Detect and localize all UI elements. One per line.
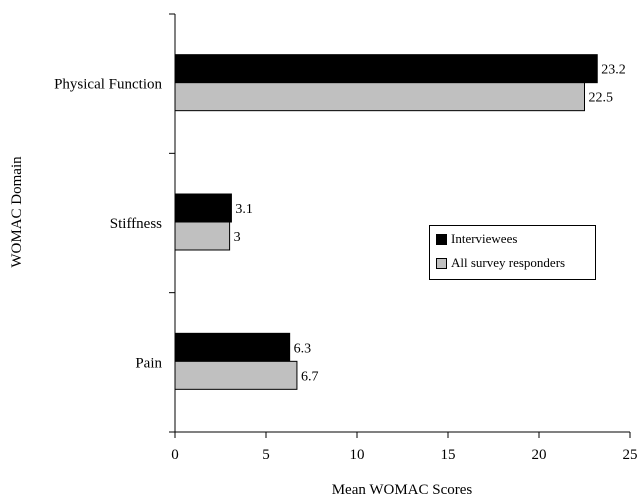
value-labels-layer: 23.2 22.5 3.1 3 6.3 6.7	[234, 63, 626, 385]
x-axis-title: Mean WOMAC Scores	[332, 482, 473, 498]
legend-swatch-all-survey-responders	[436, 257, 447, 269]
value-label-interviewees-pain: 6.3	[294, 341, 312, 356]
legend-label-interviewees: Interviewees	[451, 231, 518, 246]
y-axis-title: WOMAC Domain	[9, 156, 25, 268]
value-label-interviewees-physical-function: 23.2	[601, 63, 626, 78]
bar-all-survey-responders-physical-function	[174, 82, 585, 112]
x-tick-label-5: 5	[262, 447, 270, 463]
category-label-pain: Pain	[135, 355, 162, 371]
category-label-stiffness: Stiffness	[110, 216, 162, 232]
x-tick-label-15: 15	[441, 447, 456, 463]
axes-layer: Physical Function Stiffness Pain 0 5 10 15 20 25	[54, 13, 638, 463]
value-label-all-survey-responders-physical-function: 22.5	[589, 91, 614, 106]
legend: Interviewees All survey responders	[429, 225, 596, 280]
x-tick-label-25: 25	[623, 447, 638, 463]
bar-interviewees-pain	[174, 332, 291, 362]
value-label-all-survey-responders-stiffness: 3	[234, 230, 241, 245]
legend-swatch-interviewees	[436, 233, 447, 245]
bars-layer	[174, 54, 598, 390]
x-tick-label-20: 20	[532, 447, 547, 463]
legend-label-all-survey-responders: All survey responders	[451, 255, 566, 270]
bar-interviewees-physical-function	[174, 54, 598, 84]
value-label-interviewees-stiffness: 3.1	[235, 202, 253, 217]
bar-all-survey-responders-stiffness	[174, 221, 231, 251]
x-tick-label-0: 0	[171, 447, 179, 463]
legend-item-interviewees: Interviewees	[436, 232, 517, 246]
value-label-all-survey-responders-pain: 6.7	[301, 369, 319, 384]
bar-all-survey-responders-pain	[174, 360, 298, 390]
bar-interviewees-stiffness	[174, 193, 232, 223]
category-label-physical-function: Physical Function	[54, 77, 162, 93]
legend-item-all-survey-responders: All survey responders	[436, 256, 565, 270]
x-tick-label-10: 10	[350, 447, 365, 463]
